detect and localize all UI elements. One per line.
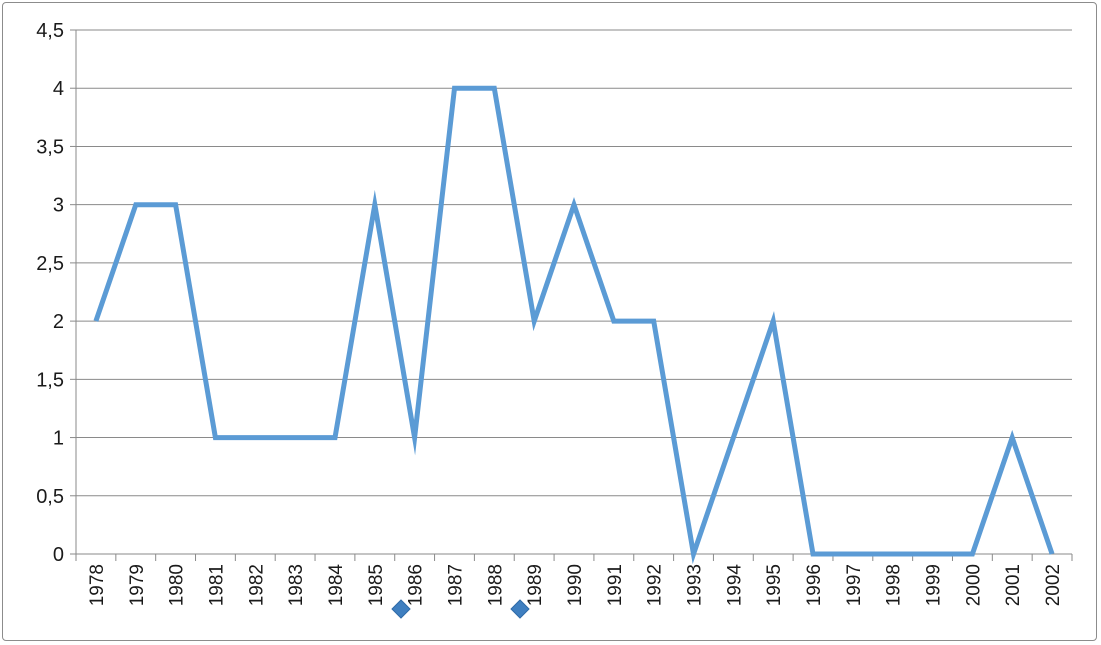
x-tick-label: 1987 <box>445 564 466 606</box>
x-tick-label: 1978 <box>87 564 108 606</box>
diamond-marker-0 <box>391 599 411 619</box>
x-tick-label: 1979 <box>127 564 148 606</box>
x-tick-label: 1998 <box>884 564 905 606</box>
x-tick-label: 1990 <box>565 564 586 606</box>
y-tick-label: 3 <box>53 195 64 217</box>
x-tick-label: 1994 <box>724 564 745 607</box>
x-tick-label: 1986 <box>406 564 427 606</box>
x-tick-label: 1992 <box>645 564 666 606</box>
x-tick-label: 1995 <box>764 564 785 606</box>
x-tick-label: 1988 <box>485 564 506 606</box>
x-tick-label: 1982 <box>246 564 267 606</box>
x-axis-ticks: 1978 1979 1980 1981 1982 1983 1984 1985 1986 1987… <box>87 564 1064 607</box>
y-tick-label: 0,5 <box>36 486 64 508</box>
x-tick-label: 2000 <box>963 564 984 606</box>
y-tick-label: 4,5 <box>36 20 64 42</box>
x-tick-label: 1993 <box>685 564 706 606</box>
x-tick-label: 1997 <box>844 564 865 606</box>
y-tick-label: 1,5 <box>36 369 64 391</box>
gridlines <box>76 29 1072 497</box>
x-tick-label: 2002 <box>1043 564 1064 606</box>
x-tick-label: 1984 <box>326 564 347 607</box>
x-tick-label: 2001 <box>1003 564 1024 606</box>
y-tick-label: 2,5 <box>36 253 64 275</box>
y-tick-label: 0 <box>53 544 64 566</box>
y-axis-ticks: 0 0,5 1 1,5 2 2,5 3 3,5 4 4,5 <box>36 20 64 566</box>
x-tick-label: 1983 <box>286 564 307 606</box>
x-tick-label: 1989 <box>525 564 546 606</box>
series-group <box>93 85 1055 565</box>
x-tick-label: 1980 <box>167 564 188 606</box>
y-tick-label: 2 <box>53 311 64 333</box>
axes <box>70 29 1073 561</box>
x-tick-label: 1999 <box>924 564 945 606</box>
y-tick-label: 3,5 <box>36 136 64 158</box>
x-tick-label: 1996 <box>804 564 825 606</box>
x-tick-label: 1981 <box>206 564 227 606</box>
selection-markers <box>391 599 530 619</box>
series-line-0 <box>93 85 1055 565</box>
y-tick-label: 4 <box>53 78 64 100</box>
diamond-marker-1 <box>510 599 530 619</box>
y-tick-label: 1 <box>53 428 64 450</box>
x-tick-label: 1985 <box>366 564 387 606</box>
x-tick-label: 1991 <box>605 564 626 606</box>
